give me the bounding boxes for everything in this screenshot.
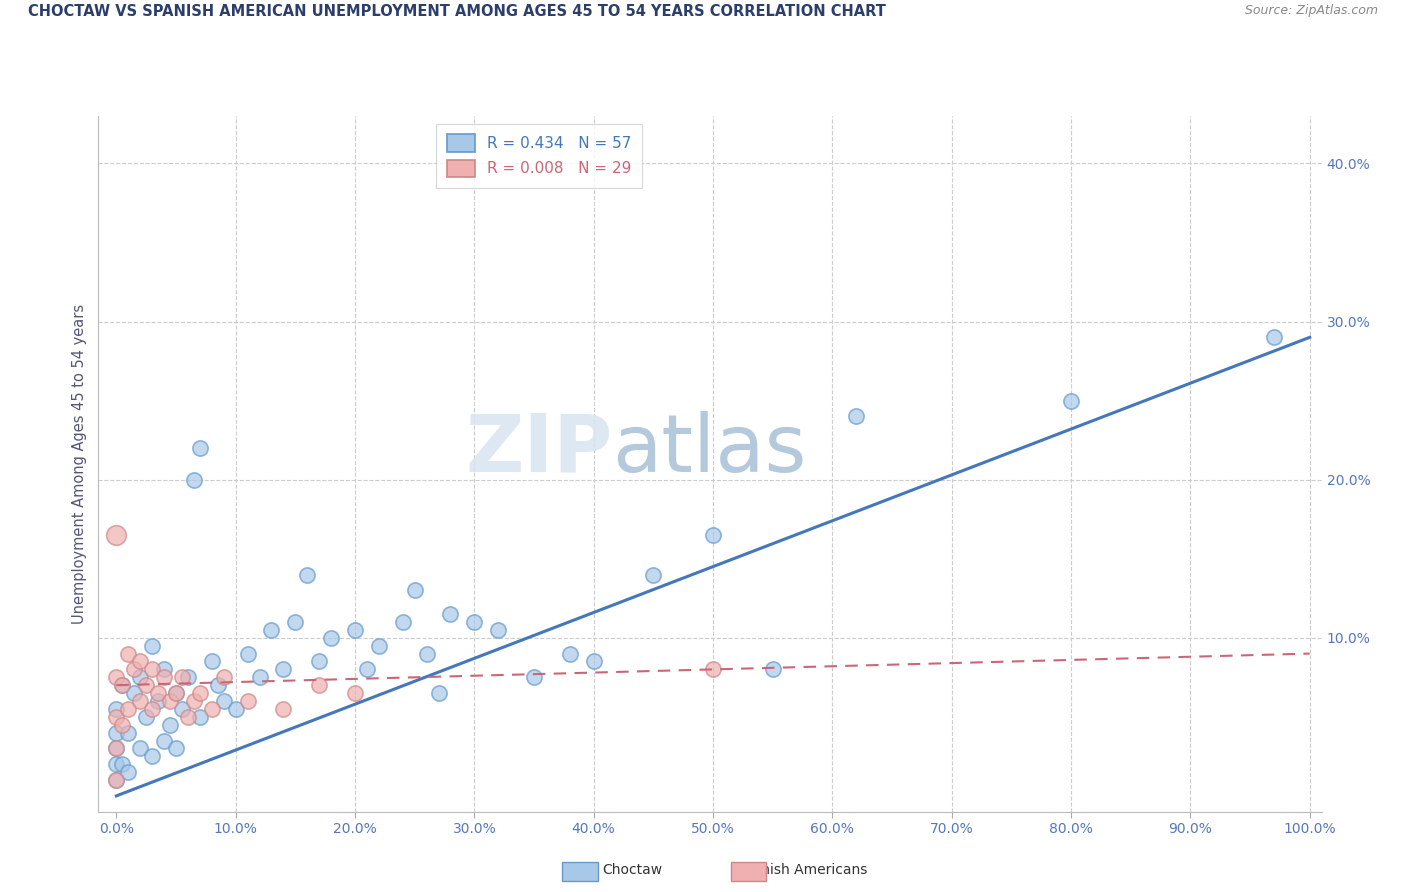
Point	[122, 686, 145, 700]
Point	[367, 639, 389, 653]
Point	[177, 710, 200, 724]
Text: Choctaw: Choctaw	[603, 863, 662, 877]
Point	[273, 662, 295, 676]
Point	[236, 647, 259, 661]
Point	[415, 647, 437, 661]
Point	[105, 741, 128, 756]
Point	[558, 647, 581, 661]
Point	[845, 409, 868, 424]
Point	[105, 528, 128, 542]
Point	[153, 733, 176, 747]
Point	[404, 583, 426, 598]
Point	[146, 694, 169, 708]
Text: Spanish Americans: Spanish Americans	[735, 863, 868, 877]
Point	[117, 702, 139, 716]
Point	[105, 702, 128, 716]
Point	[117, 725, 139, 739]
Point	[122, 662, 145, 676]
Point	[105, 670, 128, 684]
Point	[135, 710, 157, 724]
Point	[183, 473, 205, 487]
Point	[427, 686, 450, 700]
Legend: R = 0.434   N = 57, R = 0.008   N = 29: R = 0.434 N = 57, R = 0.008 N = 29	[436, 124, 641, 188]
Point	[343, 686, 366, 700]
Point	[308, 655, 330, 669]
Point	[129, 694, 152, 708]
Point	[105, 773, 128, 788]
Point	[212, 694, 235, 708]
Point	[159, 717, 181, 731]
Point	[105, 741, 128, 756]
Point	[183, 694, 205, 708]
Point	[117, 647, 139, 661]
Point	[105, 773, 128, 788]
Point	[141, 702, 163, 716]
Point	[105, 710, 128, 724]
Point	[153, 662, 176, 676]
Point	[188, 686, 211, 700]
Point	[297, 567, 319, 582]
Point	[762, 662, 785, 676]
Point	[170, 670, 193, 684]
Point	[249, 670, 271, 684]
Point	[439, 607, 461, 621]
Point	[643, 567, 665, 582]
Point	[141, 639, 163, 653]
Point	[153, 670, 176, 684]
Text: Source: ZipAtlas.com: Source: ZipAtlas.com	[1244, 4, 1378, 18]
Text: atlas: atlas	[612, 411, 807, 489]
Point	[111, 717, 134, 731]
Point	[188, 441, 211, 455]
Point	[201, 702, 224, 716]
Point	[135, 678, 157, 692]
Y-axis label: Unemployment Among Ages 45 to 54 years: Unemployment Among Ages 45 to 54 years	[72, 304, 87, 624]
Point	[177, 670, 200, 684]
Point	[129, 670, 152, 684]
Point	[273, 702, 295, 716]
Point	[207, 678, 229, 692]
Text: ZIP: ZIP	[465, 411, 612, 489]
Point	[343, 623, 366, 637]
Point	[702, 528, 724, 542]
Point	[212, 670, 235, 684]
Point	[105, 725, 128, 739]
Point	[111, 757, 134, 772]
Point	[117, 765, 139, 780]
Point	[141, 662, 163, 676]
Point	[159, 694, 181, 708]
Point	[582, 655, 605, 669]
Point	[356, 662, 378, 676]
Point	[225, 702, 247, 716]
Point	[188, 710, 211, 724]
Point	[321, 631, 343, 645]
Point	[165, 686, 187, 700]
Point	[111, 678, 134, 692]
Point	[236, 694, 259, 708]
Point	[523, 670, 546, 684]
Point	[129, 655, 152, 669]
Point	[170, 702, 193, 716]
Point	[111, 678, 134, 692]
Point	[702, 662, 724, 676]
Point	[165, 686, 187, 700]
Point	[486, 623, 509, 637]
Point	[260, 623, 283, 637]
Point	[129, 741, 152, 756]
Point	[1060, 393, 1083, 408]
Point	[1263, 330, 1285, 344]
Point	[201, 655, 224, 669]
Point	[284, 615, 307, 629]
Point	[165, 741, 187, 756]
Point	[141, 749, 163, 764]
Text: CHOCTAW VS SPANISH AMERICAN UNEMPLOYMENT AMONG AGES 45 TO 54 YEARS CORRELATION C: CHOCTAW VS SPANISH AMERICAN UNEMPLOYMENT…	[28, 4, 886, 20]
Point	[463, 615, 485, 629]
Point	[146, 686, 169, 700]
Point	[391, 615, 413, 629]
Point	[308, 678, 330, 692]
Point	[105, 757, 128, 772]
